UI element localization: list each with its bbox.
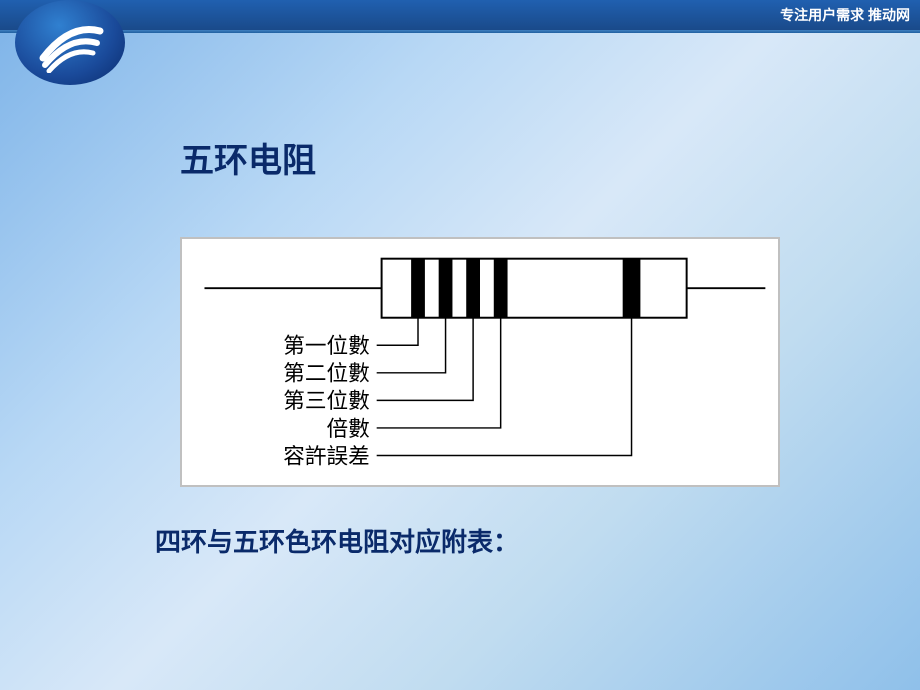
band-4 bbox=[494, 259, 508, 318]
band-2 bbox=[439, 259, 453, 318]
label-text-1: 第一位數 bbox=[283, 334, 370, 358]
label-text-4: 倍數 bbox=[326, 417, 369, 441]
label-text-3: 第三位數 bbox=[283, 389, 370, 413]
header-slogan: 专注用户需求 推动网 bbox=[780, 5, 910, 25]
logo-swoosh-icon bbox=[35, 13, 105, 73]
resistor-diagram: 第一位數 第二位數 第三位數 倍數 容許誤差 bbox=[180, 237, 780, 487]
resistor-svg: 第一位數 第二位數 第三位數 倍數 容許誤差 bbox=[182, 239, 778, 485]
main-content: 五环电阻 第一位數 第二位數 第三位數 倍數 容許誤差 bbox=[0, 33, 920, 559]
label-connector-1 bbox=[377, 318, 418, 346]
resistor-body bbox=[382, 259, 687, 318]
label-connector-3 bbox=[377, 318, 473, 401]
label-connector-5 bbox=[377, 318, 632, 456]
header-bar: 专注用户需求 推动网 bbox=[0, 0, 920, 30]
label-text-5: 容許誤差 bbox=[283, 444, 370, 468]
band-1 bbox=[411, 259, 425, 318]
band-5 bbox=[623, 259, 641, 318]
page-title: 五环电阻 bbox=[180, 133, 780, 182]
subtitle: 四环与五环色环电阻对应附表： bbox=[155, 522, 780, 559]
band-3 bbox=[466, 259, 480, 318]
logo bbox=[15, 0, 125, 85]
label-text-2: 第二位數 bbox=[283, 362, 370, 386]
